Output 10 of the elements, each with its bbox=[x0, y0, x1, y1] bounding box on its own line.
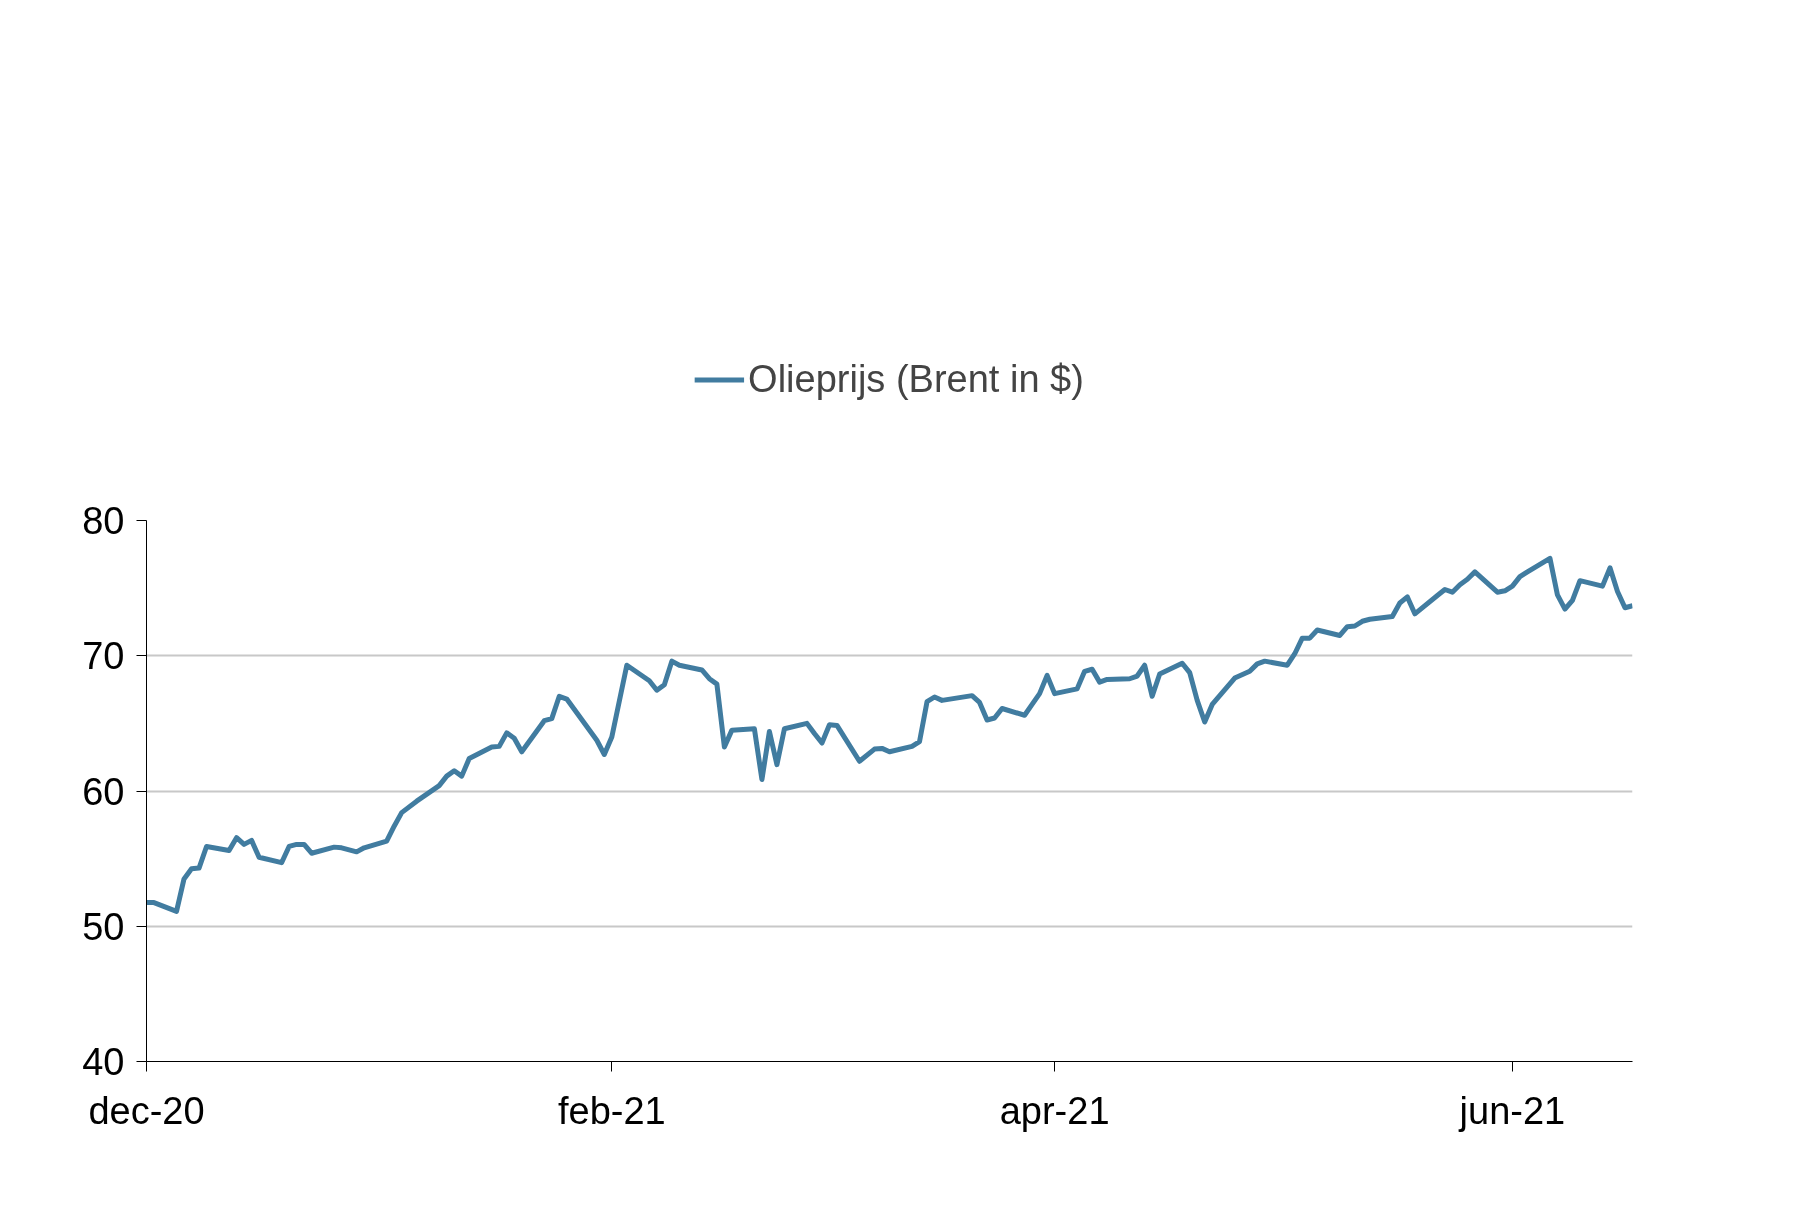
y-tick-label: 80 bbox=[82, 500, 125, 542]
y-tick-label: 40 bbox=[82, 1041, 125, 1083]
y-tick-label: 60 bbox=[82, 770, 125, 813]
x-tick-label: apr-21 bbox=[999, 1089, 1110, 1132]
x-tick-label: jun-21 bbox=[1458, 1089, 1566, 1132]
x-tick-label: feb-21 bbox=[557, 1089, 666, 1132]
y-tick-label: 70 bbox=[82, 635, 125, 678]
x-tick-label: dec-20 bbox=[88, 1089, 205, 1132]
y-tick-label: 50 bbox=[82, 905, 125, 948]
legend-label: Olieprijs (Brent in $) bbox=[748, 357, 1084, 401]
